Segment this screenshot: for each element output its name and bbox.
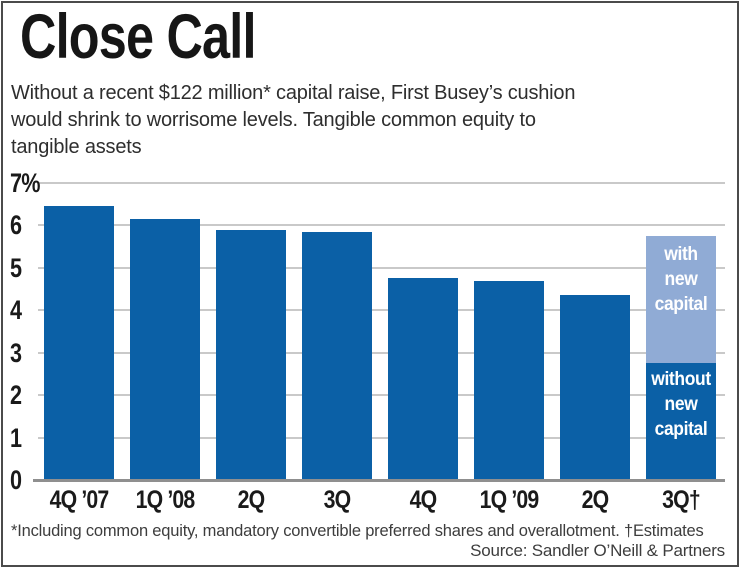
- gridline-2: [38, 394, 725, 397]
- subtitle-line-3: tangible assets: [11, 136, 142, 158]
- x-tick-label-4: 3Q: [323, 486, 352, 514]
- x-tick-label-3: 2Q: [237, 486, 266, 514]
- segment-label: with new capital: [654, 244, 708, 316]
- bar-4: [302, 231, 372, 480]
- y-tick-label-6: 6: [10, 210, 22, 241]
- gridline-7: [38, 182, 725, 184]
- source-credit: Source: Sandler O’Neill & Partners: [470, 541, 725, 560]
- y-tick-label-2: 2: [10, 380, 22, 411]
- bar-segment-with-new-capital: with new capital: [646, 236, 716, 364]
- gridline-3: [38, 351, 725, 354]
- subtitle-line-1: Without a recent $122 million* capital r…: [11, 82, 576, 104]
- chart-title: Close Call: [20, 2, 256, 72]
- bar-7: [560, 295, 630, 480]
- x-tick-label-1: 4Q ’07: [49, 486, 110, 514]
- x-axis-baseline: [33, 479, 725, 482]
- y-tick-label-4: 4: [10, 295, 22, 326]
- bar-1: [44, 206, 114, 480]
- plot-area: without new capital with new capital: [33, 182, 725, 482]
- bar-segment-without-new-capital: without new capital: [646, 363, 716, 480]
- x-tick-label-7: 2Q: [581, 486, 610, 514]
- bar-5: [388, 278, 458, 480]
- gridline-4: [38, 309, 725, 312]
- bar-3: [216, 229, 286, 480]
- gridline-1: [38, 436, 725, 439]
- chart-subtitle: Without a recent $122 million* capital r…: [11, 80, 731, 161]
- y-tick-label-0: 0: [10, 465, 22, 495]
- x-tick-label-6: 1Q ’09: [479, 486, 540, 514]
- y-tick-label-1: 1: [10, 422, 22, 453]
- y-tick-label-3: 3: [10, 337, 22, 368]
- bar-2: [130, 219, 200, 480]
- x-tick-label-8: 3Q†: [662, 486, 700, 514]
- subtitle-line-2: would shrink to worrisome levels. Tangib…: [11, 109, 536, 131]
- y-tick-label-7: 7%: [10, 168, 40, 198]
- gridline-5: [38, 266, 725, 269]
- x-tick-label-5: 4Q: [409, 486, 438, 514]
- gridline-6: [38, 224, 725, 227]
- segment-label: without new capital: [651, 369, 711, 441]
- x-tick-label-2: 1Q ’08: [135, 486, 196, 514]
- bar-6: [474, 280, 544, 480]
- y-tick-label-5: 5: [10, 252, 22, 283]
- footnote-text: *Including common equity, mandatory conv…: [11, 522, 704, 540]
